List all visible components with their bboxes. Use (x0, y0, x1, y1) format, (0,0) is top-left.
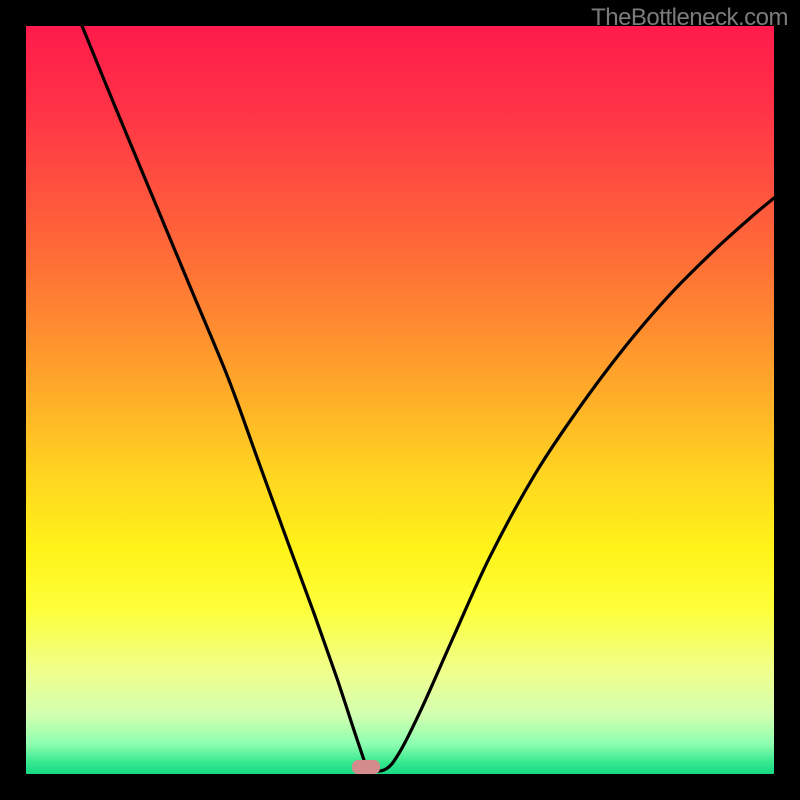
chart-frame: TheBottleneck.com (0, 0, 800, 800)
watermark-text: TheBottleneck.com (591, 4, 788, 32)
bottleneck-curve (26, 26, 774, 774)
plot-area (26, 26, 774, 774)
minimum-marker (352, 760, 380, 774)
